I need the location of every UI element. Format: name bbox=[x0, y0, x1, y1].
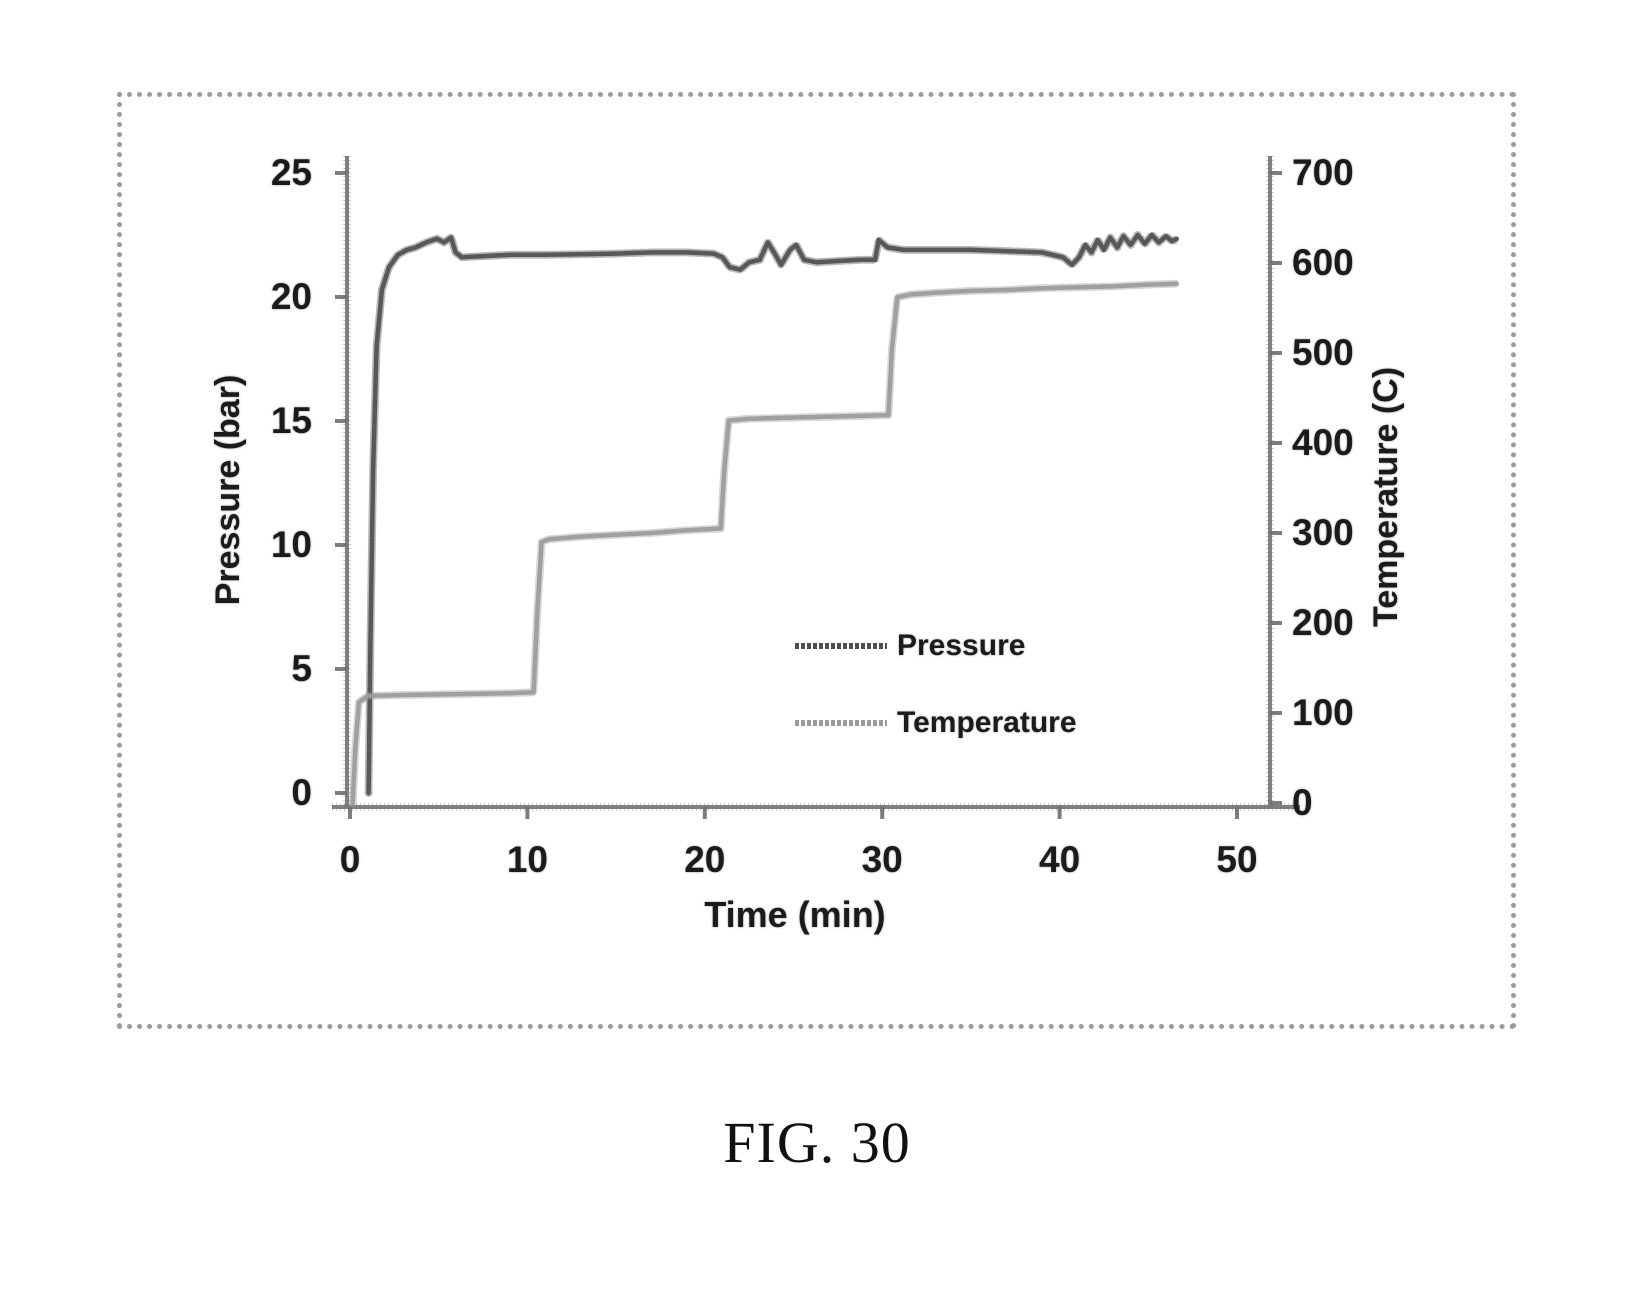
x-tick-label: 30 bbox=[861, 839, 903, 880]
y-right-tick-label: 0 bbox=[1292, 782, 1313, 823]
figure-caption: FIG. 30 bbox=[723, 1110, 911, 1175]
y-left-tick-label: 10 bbox=[270, 524, 312, 565]
figure-border bbox=[117, 92, 1516, 1029]
y-left-tick-label: 25 bbox=[270, 152, 312, 193]
pressure-series-line bbox=[366, 232, 1179, 796]
temperature-series-line bbox=[350, 281, 1179, 806]
x-axis-title: Time (min) bbox=[704, 894, 886, 935]
legend-entry-temperature: Temperature bbox=[795, 703, 1077, 743]
x-tick-label: 10 bbox=[506, 839, 548, 880]
x-tick-label: 40 bbox=[1039, 839, 1081, 880]
legend-label-pressure: Pressure bbox=[897, 629, 1026, 662]
y-axis-left-title: Pressure (bar) bbox=[209, 374, 247, 606]
y-right-tick-label: 200 bbox=[1292, 602, 1354, 643]
y-right-tick-label: 600 bbox=[1292, 242, 1354, 283]
x-tick-label: 0 bbox=[339, 839, 361, 880]
y-right-tick-label: 700 bbox=[1292, 152, 1354, 193]
y-left-tick-label: 5 bbox=[291, 648, 312, 689]
y-left-tick-label: 20 bbox=[270, 276, 312, 317]
y-right-tick-label: 300 bbox=[1292, 512, 1354, 553]
legend-label-temperature: Temperature bbox=[897, 706, 1077, 739]
legend-entry-pressure: Pressure bbox=[795, 626, 1025, 666]
y-right-tick-label: 500 bbox=[1292, 332, 1354, 373]
x-tick-label: 20 bbox=[684, 839, 726, 880]
temperature-line-swatch-icon bbox=[795, 720, 887, 726]
y-left-tick-label: 0 bbox=[291, 772, 312, 813]
y-right-tick-label: 100 bbox=[1292, 692, 1354, 733]
x-tick-label: 50 bbox=[1216, 839, 1258, 880]
y-left-tick-label: 15 bbox=[270, 400, 312, 441]
y-right-tick-label: 400 bbox=[1292, 422, 1354, 463]
pressure-line-swatch-icon bbox=[795, 643, 887, 649]
